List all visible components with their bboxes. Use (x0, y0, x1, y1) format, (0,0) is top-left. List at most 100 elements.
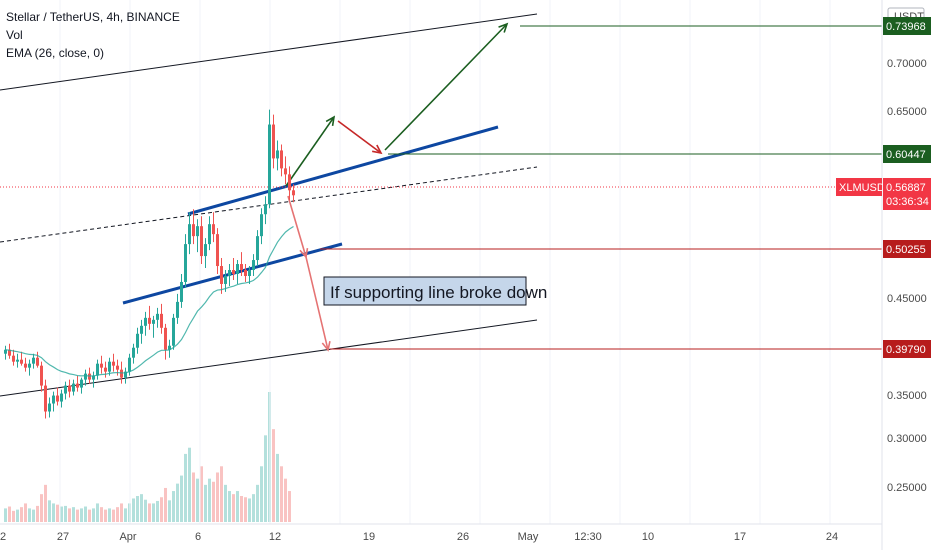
candle-body (56, 395, 59, 402)
candle-body (220, 266, 223, 284)
volume-bar (72, 507, 75, 522)
volume-bar (4, 508, 7, 522)
volume-bar (84, 506, 87, 522)
candle-body (72, 383, 75, 392)
candle-body (124, 371, 127, 378)
volume-bar (152, 503, 155, 522)
candle-body (288, 174, 291, 191)
time-tick-label: 26 (457, 531, 469, 543)
volume-bar (44, 484, 47, 522)
volume-bar (244, 497, 247, 522)
volume-bar (212, 481, 215, 522)
candle-body (36, 357, 39, 366)
volume-bar (164, 487, 167, 522)
volume-bar (116, 507, 119, 522)
legend-title: Stellar / TetherUS, 4h, BINANCE (6, 10, 180, 24)
candle-body (108, 361, 111, 372)
legend-volume: Vol (6, 28, 23, 42)
candle-body (164, 327, 167, 350)
channel-upper-line (0, 13, 538, 91)
price-axis-bg (882, 0, 932, 550)
volume-bar (32, 509, 35, 522)
volume-bar (148, 503, 151, 522)
annotation-box (323, 276, 527, 306)
candle-body (256, 236, 259, 261)
volume-bar (112, 509, 115, 522)
volume-bar (60, 506, 63, 522)
volume-bar (200, 466, 203, 522)
drawings: If supporting line broke down (0, 13, 882, 397)
time-tick-label: 12 (269, 531, 281, 543)
volume-bar (96, 503, 99, 522)
volume-bar (48, 500, 51, 522)
volume-bar (216, 472, 219, 522)
arrow-up-1 (285, 116, 335, 187)
volume-bar (224, 484, 227, 522)
volume-bar (192, 472, 195, 522)
candle-body (76, 383, 79, 388)
candle-body (88, 373, 91, 380)
candle-body (224, 275, 227, 284)
candle-body (232, 270, 235, 274)
arrow-up-1-head (325, 115, 336, 127)
candle-body (48, 403, 51, 412)
price-tick-label: 0.25000 (887, 482, 927, 494)
candle-body (4, 349, 7, 354)
candle-body (24, 363, 27, 368)
candle-body (236, 264, 239, 274)
volume-bar (228, 491, 231, 522)
candle-body (84, 373, 87, 380)
candle-body (176, 301, 179, 318)
candle-body (252, 260, 255, 271)
volume-bar (284, 478, 287, 522)
volume-bar (136, 496, 139, 522)
candle-body (32, 357, 35, 364)
candle-body (60, 393, 63, 402)
candle-body (180, 281, 183, 302)
time-axis: 2 27 Apr 6 12 19 26 May 12:30 10 17 24 (0, 523, 882, 543)
candle-body (272, 124, 275, 159)
candle-body (80, 379, 83, 388)
candle-body (20, 359, 23, 364)
candle-body (240, 264, 243, 271)
time-tick-label: 2 (0, 531, 6, 543)
volume-bar (8, 506, 11, 522)
candle-body (208, 224, 211, 245)
candle-body (172, 317, 175, 346)
volume-bar (204, 484, 207, 522)
channel-mid-line (0, 166, 538, 243)
candle-body (104, 367, 107, 372)
candle-body (16, 359, 19, 362)
ema-line (5, 225, 294, 377)
candle-body (276, 150, 279, 159)
candle-body (160, 313, 163, 328)
price-tick-label: 0.30000 (887, 433, 927, 445)
candle-body (144, 317, 147, 326)
symbol-tag (836, 178, 882, 196)
volume-bar (236, 491, 239, 522)
candle-body (216, 234, 219, 267)
volume-bar (24, 503, 27, 522)
candle-body (204, 244, 207, 257)
volume-bar (76, 509, 79, 522)
candle-body (168, 345, 171, 350)
volume-bar (40, 494, 43, 522)
candle-body (284, 168, 287, 175)
price-level-tag (883, 145, 931, 163)
volume-bar (232, 494, 235, 522)
candle-body (12, 355, 15, 362)
price-level-value: 0.60447 (886, 149, 926, 161)
candle-body (8, 349, 11, 356)
candle-body (64, 385, 67, 394)
time-tick-label: 19 (363, 531, 375, 543)
time-tick-label: May (518, 531, 539, 543)
volume-bar (160, 497, 163, 522)
candle-body (100, 363, 103, 368)
candle-body (152, 319, 155, 324)
volume-bar (184, 453, 187, 522)
candle-body (68, 385, 71, 392)
price-tick-label: 0.70000 (887, 58, 927, 70)
candle-body (136, 333, 139, 348)
volume-bar (80, 508, 83, 522)
